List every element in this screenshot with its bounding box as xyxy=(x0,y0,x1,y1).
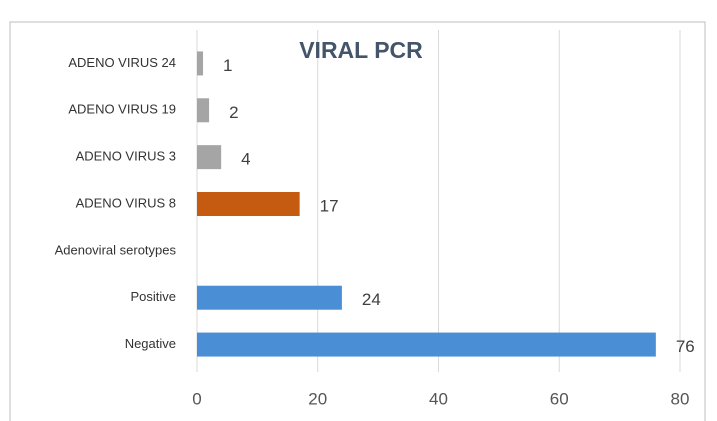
value-label: 4 xyxy=(241,150,250,169)
y-tick-label: ADENO VIRUS 19 xyxy=(68,102,176,117)
y-tick-label: ADENO VIRUS 3 xyxy=(76,149,176,164)
x-tick-label: 80 xyxy=(671,389,690,408)
value-label: 17 xyxy=(320,196,339,215)
value-label: 24 xyxy=(362,290,381,309)
chart-title: VIRAL PCR xyxy=(299,37,423,63)
bar xyxy=(197,192,300,216)
x-tick-label: 0 xyxy=(192,389,201,408)
bar xyxy=(197,285,342,310)
y-tick-label: ADENO VIRUS 24 xyxy=(68,55,176,70)
bar xyxy=(197,98,210,123)
y-tick-label: Adenoviral serotypes xyxy=(55,242,177,257)
x-tick-label: 60 xyxy=(550,389,569,408)
y-tick-label: ADENO VIRUS 8 xyxy=(76,195,176,210)
bar xyxy=(197,145,222,170)
value-label: 1 xyxy=(223,56,232,75)
y-tick-label: Negative xyxy=(125,336,176,351)
x-tick-label: 40 xyxy=(429,389,448,408)
chart-frame xyxy=(9,21,706,421)
bar xyxy=(197,332,656,357)
x-tick-label: 20 xyxy=(308,389,327,408)
bar xyxy=(197,51,204,76)
y-tick-label: Positive xyxy=(130,289,176,304)
value-label: 2 xyxy=(229,103,238,122)
value-label: 76 xyxy=(676,337,695,356)
